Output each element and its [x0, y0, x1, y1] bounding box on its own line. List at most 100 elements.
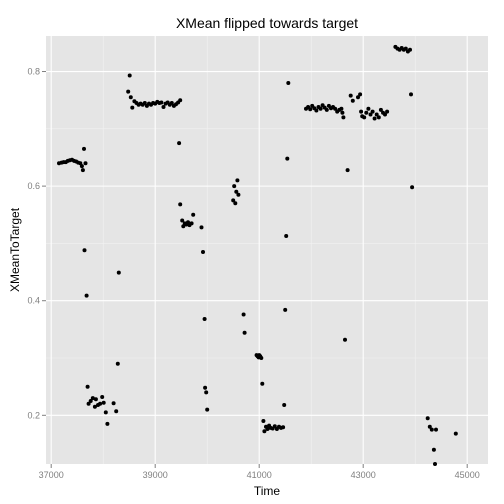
data-point	[308, 107, 313, 112]
data-point	[159, 100, 164, 105]
y-tick-label: 0.4	[27, 296, 40, 306]
data-point	[368, 112, 373, 117]
data-point	[376, 115, 381, 120]
data-point	[231, 198, 236, 203]
data-point	[366, 106, 371, 111]
data-point	[284, 234, 289, 238]
y-tick-labels: 0.2 0.4 0.6 0.8	[27, 67, 40, 421]
data-point	[101, 400, 106, 405]
data-point	[429, 427, 434, 432]
data-point	[142, 101, 147, 105]
data-point	[383, 112, 387, 117]
data-point	[385, 109, 390, 114]
data-point	[202, 317, 207, 321]
chart-title: XMean flipped towards target	[176, 15, 358, 31]
data-point	[261, 419, 266, 423]
data-point	[283, 307, 288, 312]
data-point	[260, 381, 265, 386]
data-point	[318, 106, 323, 111]
data-point	[241, 312, 246, 317]
y-tick-label: 0.6	[27, 181, 40, 191]
data-point	[233, 201, 238, 206]
data-point	[403, 46, 408, 51]
data-point	[343, 337, 347, 342]
data-point	[79, 164, 84, 169]
data-point	[364, 110, 369, 115]
data-point	[85, 384, 90, 389]
data-point	[203, 385, 208, 390]
data-point	[272, 424, 277, 429]
data-point	[408, 47, 412, 52]
data-point	[433, 462, 437, 466]
data-point	[116, 270, 121, 275]
data-point	[409, 92, 413, 97]
data-points	[57, 44, 458, 466]
data-point	[90, 396, 95, 401]
data-point	[378, 107, 383, 112]
data-point	[204, 390, 209, 395]
data-point	[333, 106, 338, 111]
data-point	[431, 447, 436, 452]
data-point	[286, 81, 291, 85]
x-tick-label: 39000	[143, 470, 168, 480]
data-point	[358, 92, 363, 97]
y-tick-label: 0.2	[27, 410, 40, 420]
data-point	[282, 403, 287, 407]
data-point	[242, 330, 247, 335]
data-point	[345, 168, 350, 173]
axis-ticks	[42, 71, 468, 468]
data-point	[178, 98, 183, 103]
data-point	[205, 407, 210, 412]
data-point	[236, 192, 241, 197]
data-point	[339, 106, 344, 111]
y-tick-label: 0.8	[27, 67, 40, 77]
data-point	[453, 431, 458, 436]
data-point	[88, 399, 93, 403]
major-gridlines	[46, 36, 488, 464]
plot-panel	[46, 36, 488, 464]
data-point	[169, 101, 174, 105]
data-point	[370, 109, 375, 114]
data-point	[234, 189, 239, 194]
data-point	[82, 146, 86, 151]
data-point	[84, 293, 89, 298]
data-point	[93, 397, 98, 402]
x-tick-label: 45000	[455, 470, 480, 480]
data-point	[410, 185, 415, 190]
data-point	[281, 425, 286, 430]
data-point	[285, 156, 290, 161]
data-point	[359, 109, 364, 114]
data-point	[178, 202, 183, 207]
data-point	[265, 427, 270, 431]
data-point	[126, 89, 131, 94]
data-point	[259, 356, 264, 360]
data-point	[199, 225, 204, 230]
data-point	[191, 212, 196, 217]
data-point	[427, 424, 432, 429]
data-point	[86, 401, 91, 406]
data-point	[114, 409, 119, 414]
data-point	[348, 93, 353, 98]
y-axis-title: XMeanToTarget	[8, 207, 22, 292]
x-axis-title: Time	[254, 484, 281, 498]
data-point	[372, 116, 377, 121]
x-tick-label: 43000	[351, 470, 376, 480]
data-point	[92, 404, 97, 409]
data-point	[356, 95, 360, 100]
data-point	[262, 429, 267, 434]
data-point	[100, 395, 105, 399]
data-point	[324, 107, 329, 112]
x-tick-labels: 37000 39000 41000 43000 45000	[39, 470, 480, 480]
data-point	[434, 427, 438, 432]
data-point	[201, 250, 205, 254]
data-point	[341, 115, 346, 120]
data-point	[98, 401, 103, 406]
data-point	[180, 218, 185, 223]
data-point	[128, 95, 133, 100]
data-point	[83, 161, 88, 166]
data-point	[130, 105, 135, 110]
data-point	[340, 110, 345, 115]
data-point	[177, 141, 182, 146]
x-tick-label: 37000	[39, 470, 64, 480]
data-point	[235, 178, 240, 183]
